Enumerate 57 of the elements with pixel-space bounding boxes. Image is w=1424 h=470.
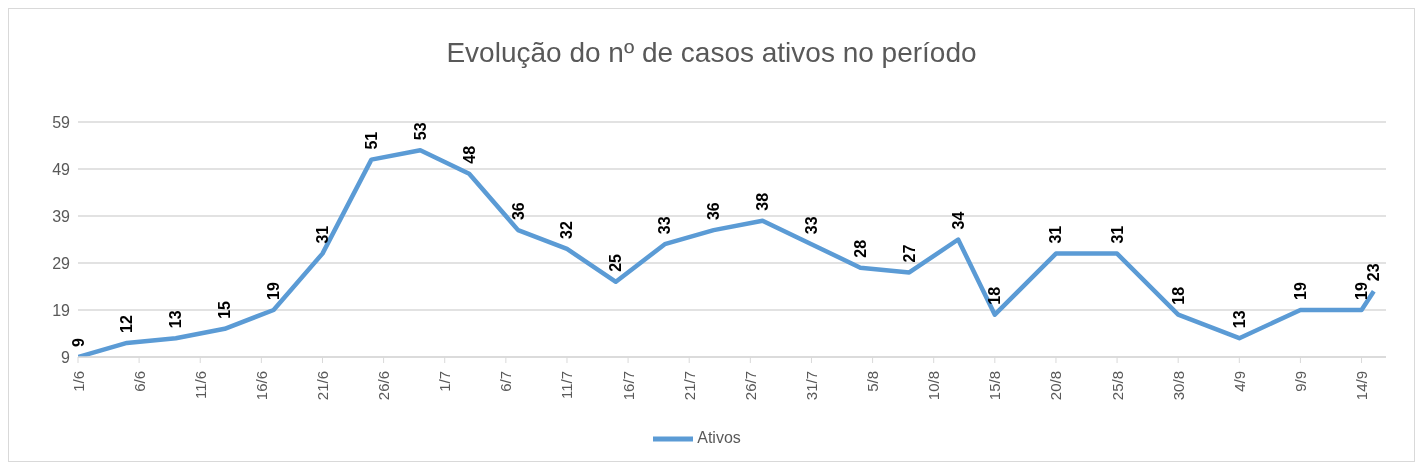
x-tick-label: 21/6 [313,371,331,401]
data-label: 31 [1047,225,1065,244]
data-label: 19 [265,282,283,300]
data-label: 28 [851,239,869,258]
x-tick-label: 6/7 [497,371,515,392]
y-tick-label: 39 [52,207,71,225]
x-tick-label: 14/9 [1353,371,1371,401]
data-label: 33 [802,216,820,235]
data-label: 53 [411,122,429,141]
x-tick-label: 26/7 [741,371,759,401]
data-label: 31 [313,225,331,244]
data-label: 19 [1291,282,1309,300]
data-label: 23 [1365,263,1383,282]
data-label: 51 [362,131,380,150]
data-label: 36 [705,202,723,221]
x-tick-label: 11/7 [558,371,576,400]
x-tick-label: 5/8 [864,371,882,392]
chart-title: Evolução do nº de casos ativos no período [445,36,978,70]
data-label: 48 [460,145,478,164]
data-label: 31 [1108,225,1126,244]
data-label: 25 [607,253,625,272]
x-tick-label: 15/8 [986,371,1004,401]
data-label: 13 [167,310,185,329]
legend-label: Ativos [697,429,741,447]
data-label: 33 [656,216,674,235]
x-tick-label: 16/6 [252,371,270,401]
data-label: 27 [900,244,918,263]
x-tick-label: 16/7 [619,371,637,401]
x-tick-label: 25/8 [1108,371,1126,401]
x-tick-label: 20/8 [1047,371,1065,401]
x-tick-label: 26/6 [375,371,393,401]
data-label: 32 [558,221,576,239]
x-tick-label: 6/6 [130,371,148,392]
y-tick-label: 19 [52,301,71,319]
y-tick-label: 49 [52,160,71,178]
data-label: 38 [754,192,772,211]
x-tick-label: 4/9 [1230,371,1248,392]
data-label: 18 [986,286,1004,305]
data-label: 12 [118,315,136,333]
x-tick-label: 10/8 [925,371,943,401]
x-tick-label: 1/6 [69,371,87,392]
data-label: 18 [1169,286,1187,305]
x-tick-label: 31/7 [802,371,820,401]
data-label: 9 [69,338,87,347]
y-tick-label: 29 [52,254,71,272]
x-tick-label: 1/7 [436,371,454,392]
data-label: 19 [1353,282,1371,300]
y-tick-label: 59 [52,113,71,131]
x-tick-label: 21/7 [680,371,698,401]
data-label: 36 [509,202,527,221]
data-label: 13 [1230,310,1248,329]
x-tick-label: 11/6 [191,371,209,400]
data-label: 15 [216,300,234,319]
y-tick-label: 9 [61,348,71,366]
data-label: 34 [949,211,967,230]
x-tick-label: 9/9 [1291,371,1309,392]
x-tick-label: 30/8 [1169,371,1187,401]
